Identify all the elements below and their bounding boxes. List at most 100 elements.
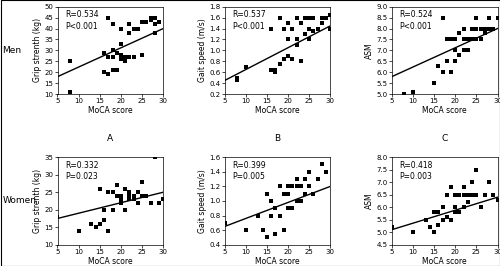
Text: R=0.418
P=0.003: R=0.418 P=0.003 xyxy=(399,161,432,181)
Point xyxy=(438,218,446,222)
Point xyxy=(430,81,438,85)
Point xyxy=(96,186,104,191)
Point xyxy=(305,184,313,189)
Point xyxy=(485,180,493,184)
Point xyxy=(426,225,434,229)
Point xyxy=(242,65,250,69)
Point xyxy=(234,76,241,80)
Point xyxy=(460,193,468,197)
Point xyxy=(288,206,296,210)
Point xyxy=(134,201,142,205)
Point xyxy=(88,222,96,226)
Point xyxy=(447,185,455,189)
Point xyxy=(318,162,326,167)
Point xyxy=(460,48,468,53)
Point xyxy=(254,213,262,218)
Point xyxy=(117,26,125,31)
Point xyxy=(494,15,500,20)
Point xyxy=(272,70,280,74)
Point xyxy=(272,68,280,72)
Point xyxy=(155,20,163,24)
Point xyxy=(438,15,446,20)
Point xyxy=(155,201,163,205)
Point xyxy=(297,59,305,64)
Point xyxy=(134,26,142,31)
Point xyxy=(322,15,330,20)
Point xyxy=(126,194,134,198)
Point xyxy=(292,177,300,181)
Point xyxy=(263,235,271,240)
Point xyxy=(108,207,116,212)
Point xyxy=(130,55,138,59)
Point xyxy=(220,221,228,225)
Y-axis label: Grip strenth (kg): Grip strenth (kg) xyxy=(33,18,42,82)
Point xyxy=(292,184,300,189)
Point xyxy=(472,37,480,41)
Point xyxy=(267,26,275,31)
Point xyxy=(242,228,250,232)
Point xyxy=(400,92,408,96)
Point xyxy=(409,90,417,94)
Point xyxy=(121,186,129,191)
Point xyxy=(447,70,455,74)
X-axis label: MoCA score: MoCA score xyxy=(255,257,300,266)
Point xyxy=(481,31,489,35)
X-axis label: MoCA score: MoCA score xyxy=(255,106,300,115)
Point xyxy=(422,218,430,222)
Point xyxy=(292,43,300,47)
Point xyxy=(297,21,305,25)
Point xyxy=(460,37,468,41)
Point xyxy=(297,199,305,203)
Point xyxy=(468,37,476,41)
Text: R=0.534
P<0.001: R=0.534 P<0.001 xyxy=(65,10,98,31)
Point xyxy=(104,55,112,59)
Point xyxy=(66,59,74,64)
Point xyxy=(481,193,489,197)
Point xyxy=(438,70,446,74)
Point xyxy=(310,29,318,34)
Point xyxy=(126,190,134,194)
Point xyxy=(284,206,292,210)
Point xyxy=(490,193,498,197)
Point xyxy=(284,192,292,196)
Point xyxy=(234,78,241,83)
Point xyxy=(456,210,464,214)
Point xyxy=(310,192,318,196)
Point xyxy=(108,22,116,26)
Point xyxy=(104,15,112,20)
Point xyxy=(472,193,480,197)
Point xyxy=(146,201,154,205)
Text: R=0.399
P=0.005: R=0.399 P=0.005 xyxy=(232,161,266,181)
Point xyxy=(280,26,288,31)
Point xyxy=(456,53,464,57)
Point xyxy=(100,207,108,212)
Point xyxy=(130,197,138,201)
Point xyxy=(305,26,313,31)
Point xyxy=(476,26,484,31)
Point xyxy=(280,228,288,232)
Point xyxy=(430,210,438,214)
Point xyxy=(151,22,159,26)
Point xyxy=(126,197,134,201)
Point xyxy=(305,170,313,174)
Point xyxy=(104,190,112,194)
Point xyxy=(322,170,330,174)
Point xyxy=(284,21,292,25)
Point xyxy=(134,190,142,194)
Point xyxy=(305,15,313,20)
Text: B: B xyxy=(274,134,280,143)
Point xyxy=(388,225,396,229)
Point xyxy=(126,31,134,35)
Point xyxy=(494,198,500,202)
Point xyxy=(108,190,116,194)
Text: R=0.332
P=0.023: R=0.332 P=0.023 xyxy=(65,161,98,181)
Point xyxy=(464,37,472,41)
Point xyxy=(288,184,296,189)
Point xyxy=(146,15,154,20)
Point xyxy=(314,26,322,31)
Point xyxy=(284,37,292,41)
Point xyxy=(160,197,168,201)
Point xyxy=(100,218,108,222)
Point xyxy=(108,68,116,72)
Point xyxy=(305,37,313,41)
